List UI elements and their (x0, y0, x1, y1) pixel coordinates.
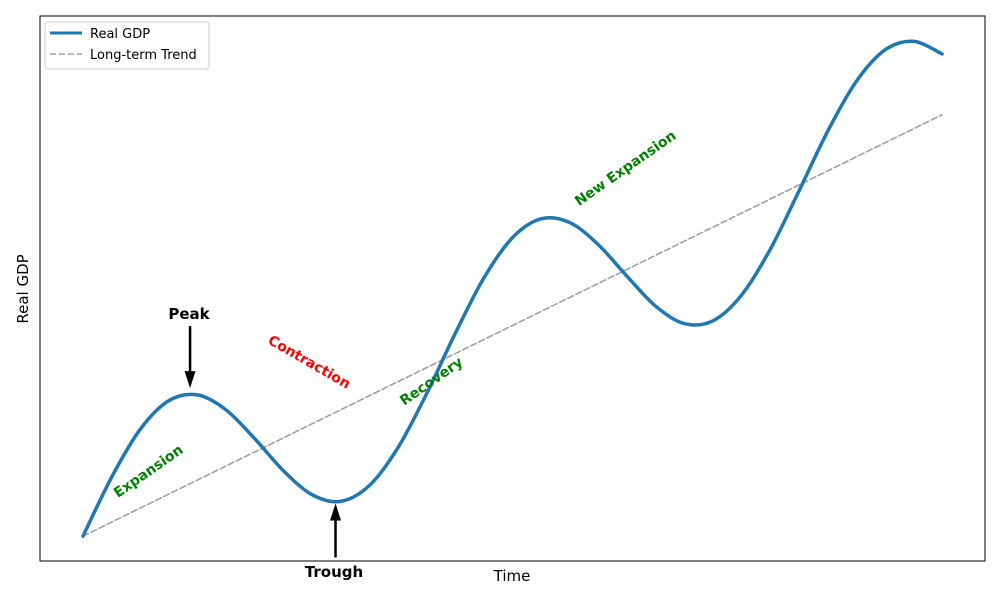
legend-label-trend: Long-term Trend (90, 48, 197, 63)
annotation-contraction: Contraction (265, 333, 353, 393)
annotation-expansion: Expansion (111, 442, 186, 501)
annotation-arrow-trough (330, 503, 342, 558)
annotation-new-expansion: New Expansion (572, 128, 679, 210)
annotations: Peak Trough Expansion Contraction Recove… (111, 128, 679, 581)
x-axis-label: Time (493, 567, 531, 585)
annotation-recovery: Recovery (397, 354, 466, 409)
annotation-peak: Peak (168, 305, 210, 323)
arrow-head (330, 503, 342, 521)
trend-line (82, 113, 943, 537)
annotation-trough: Trough (305, 563, 363, 581)
legend-box (44, 21, 210, 70)
legend-label-real-gdp: Real GDP (90, 27, 150, 42)
y-axis-label: Real GDP (14, 254, 32, 323)
legend: Real GDP Long-term Trend (44, 21, 210, 70)
annotation-arrow-peak (184, 326, 196, 389)
axes-frame (39, 15, 986, 562)
real-gdp-line (81, 39, 944, 538)
arrow-head (184, 371, 196, 389)
